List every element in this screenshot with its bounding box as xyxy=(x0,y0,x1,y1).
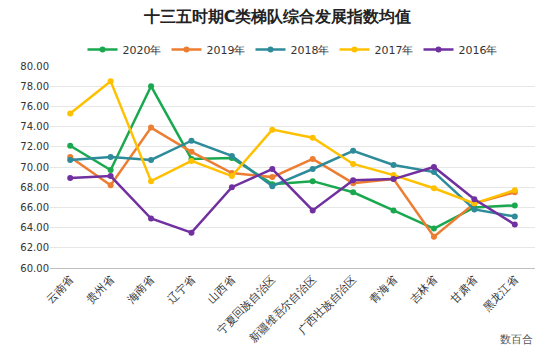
svg-text:2018年: 2018年 xyxy=(291,44,330,57)
svg-text:62.00: 62.00 xyxy=(20,242,49,253)
svg-text:68.00: 68.00 xyxy=(20,182,49,193)
svg-text:贵州省: 贵州省 xyxy=(84,274,117,307)
svg-text:2019年: 2019年 xyxy=(207,44,246,57)
svg-text:云南省: 云南省 xyxy=(44,274,77,307)
svg-text:74.00: 74.00 xyxy=(20,121,49,132)
svg-text:海南省: 海南省 xyxy=(125,274,158,307)
svg-text:山西省: 山西省 xyxy=(205,274,238,307)
svg-text:甘肃省: 甘肃省 xyxy=(448,274,481,307)
svg-text:广西壮族自治区: 广西壮族自治区 xyxy=(295,274,359,338)
svg-text:2020年: 2020年 xyxy=(123,44,162,57)
svg-text:黑龙江省: 黑龙江省 xyxy=(480,274,520,314)
svg-text:64.00: 64.00 xyxy=(20,222,49,233)
svg-text:60.00: 60.00 xyxy=(20,263,49,274)
svg-text:2016年: 2016年 xyxy=(459,44,498,57)
svg-text:70.00: 70.00 xyxy=(20,162,49,173)
svg-text:72.00: 72.00 xyxy=(20,141,49,152)
svg-text:新疆维吾尔自治区: 新疆维吾尔自治区 xyxy=(247,274,318,345)
svg-text:76.00: 76.00 xyxy=(20,101,49,112)
svg-text:数百合: 数百合 xyxy=(500,333,533,346)
svg-text:66.00: 66.00 xyxy=(20,202,49,213)
svg-text:吉林省: 吉林省 xyxy=(407,274,440,307)
svg-text:青海省: 青海省 xyxy=(367,274,400,307)
svg-text:辽宁省: 辽宁省 xyxy=(165,274,198,307)
svg-text:2017年: 2017年 xyxy=(375,44,414,57)
svg-text:80.00: 80.00 xyxy=(20,61,49,72)
svg-text:78.00: 78.00 xyxy=(20,81,49,92)
svg-text:宁夏回族自治区: 宁夏回族自治区 xyxy=(215,274,279,338)
svg-text:十三五时期C类梯队综合发展指数均值: 十三五时期C类梯队综合发展指数均值 xyxy=(143,7,412,26)
